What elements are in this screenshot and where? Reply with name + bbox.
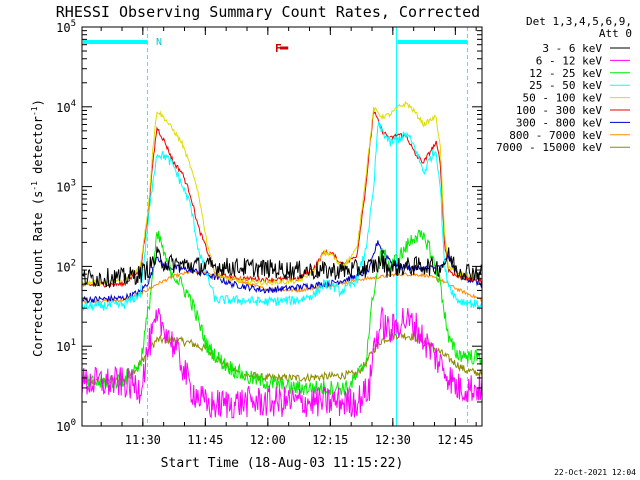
y-tick-exponent: 3 <box>71 179 76 189</box>
y-axis-label: Corrected Count Rate (s-1 detector-1) <box>30 99 45 357</box>
series-line-3-6-keV <box>81 246 483 289</box>
y-axis-label-main: Corrected Count Rate (s <box>31 191 45 357</box>
series-line-25-50-keV <box>81 121 483 312</box>
flare-marker-label: F <box>275 42 282 55</box>
y-axis-label-mid: detector <box>31 116 45 181</box>
y-tick-base: 10 <box>56 181 70 195</box>
y-tick-base: 10 <box>56 340 70 354</box>
y-tick-label: 102 <box>56 258 76 274</box>
x-tick-label: 11:30 <box>125 433 161 447</box>
legend-label: 6 - 12 keV <box>536 54 603 67</box>
legend-label: 50 - 100 keV <box>523 92 603 105</box>
x-tick-label: 11:45 <box>187 433 223 447</box>
y-tick-base: 10 <box>56 101 70 115</box>
y-tick-label: 100 <box>56 418 76 434</box>
y-tick-exponent: 5 <box>71 19 76 29</box>
y-tick-label: 105 <box>56 19 76 35</box>
legend-label: 100 - 300 keV <box>516 104 602 117</box>
x-tick-label: 12:45 <box>437 433 473 447</box>
legend-label: 300 - 800 keV <box>516 116 602 129</box>
legend-header-detectors: Det 1,3,4,5,6,9, <box>526 15 632 28</box>
series-line-6-12-keV <box>81 305 483 419</box>
y-tick-exponent: 4 <box>71 99 76 109</box>
y-tick-base: 10 <box>56 420 70 434</box>
y-tick-label: 104 <box>56 99 76 115</box>
legend-label: 12 - 25 keV <box>529 67 602 80</box>
plot-frame <box>81 26 483 427</box>
y-tick-exponent: 2 <box>71 258 76 268</box>
series-layer <box>81 100 483 419</box>
y-tick-label: 101 <box>56 338 76 354</box>
chart-title: RHESSI Observing Summary Count Rates, Co… <box>56 3 480 21</box>
x-tick-label: 12:15 <box>312 433 348 447</box>
y-axis-label-sup2: -1 <box>30 106 39 116</box>
y-axis-label-sup1: -1 <box>30 181 39 191</box>
y-tick-exponent: 0 <box>71 418 76 428</box>
y-tick-base: 10 <box>56 21 70 35</box>
y-axis-label-end: ) <box>31 99 45 106</box>
night-marker-label: N <box>156 37 162 48</box>
y-tick-label: 103 <box>56 179 76 195</box>
legend-label: 7000 - 15000 keV <box>496 141 602 154</box>
y-tick-base: 10 <box>56 260 70 274</box>
legend-label: 800 - 7000 keV <box>509 129 602 142</box>
series-line-300-800-keV <box>81 240 483 304</box>
legend-header-attenuator: Att 0 <box>599 27 632 40</box>
legend-label: 25 - 50 keV <box>529 79 602 92</box>
series-line-12-25-keV <box>81 229 483 396</box>
y-tick-exponent: 1 <box>71 338 76 348</box>
x-axis-label: Start Time (18-Aug-03 11:15:22) <box>161 456 404 471</box>
legend-label: 3 - 6 keV <box>542 42 602 55</box>
date-stamp: 22-Oct-2021 12:04 <box>554 468 636 477</box>
x-tick-label: 12:30 <box>375 433 411 447</box>
axis-ticks: 11:30 11:45 12:00 12:15 12:30 12:451001011021… <box>56 19 482 447</box>
series-line-50-100-keV <box>81 100 482 287</box>
x-tick-label: 12:00 <box>250 433 286 447</box>
